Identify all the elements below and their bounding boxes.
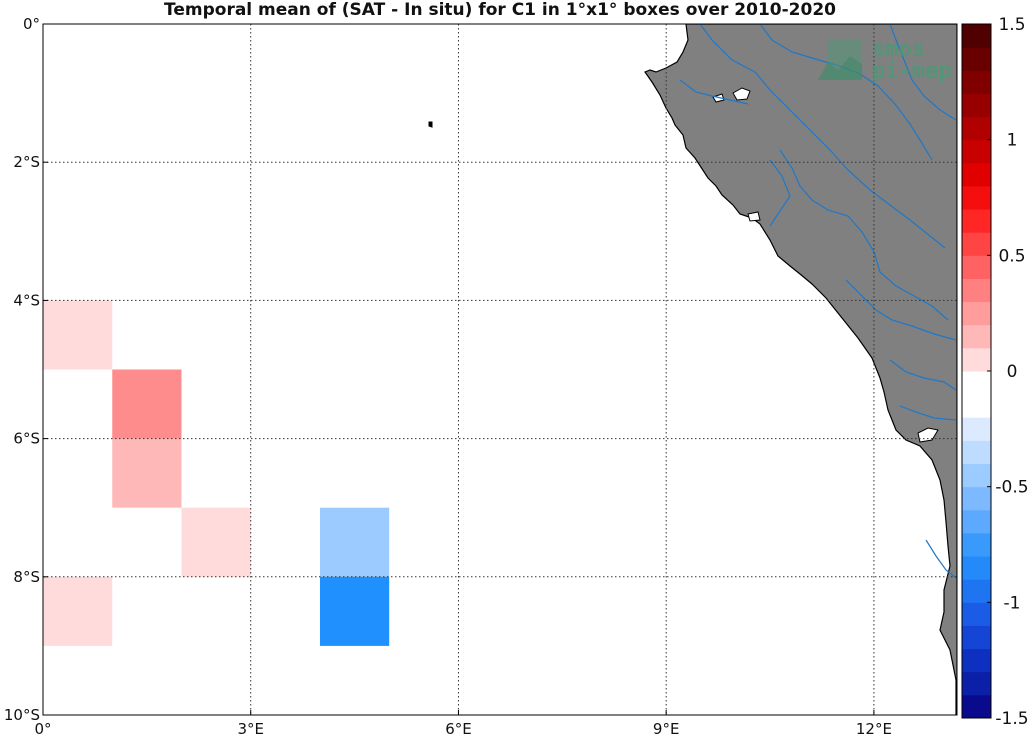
colorbar-tick-label: -1.5: [995, 709, 1028, 729]
colorbar-tick-label: 1.5: [998, 15, 1025, 35]
colorbar-segment: [962, 347, 991, 372]
colorbar-segment: [962, 440, 991, 465]
colorbar-tick-label: 1: [1007, 131, 1018, 151]
colorbar-tick-label: -1: [1004, 593, 1021, 613]
lon-tick-label: 12°E: [856, 720, 892, 738]
lat-tick-label: 4°S: [13, 291, 40, 309]
data-box: [319, 507, 390, 577]
colorbar-segment: [962, 232, 991, 256]
lon-tick-label: 3°E: [237, 720, 264, 738]
data-boxes: [43, 300, 390, 646]
colorbar-segment: [962, 486, 991, 511]
colorbar-tick-label: 0.5: [998, 246, 1025, 266]
colorbar-segment: [962, 209, 991, 233]
data-box: [43, 300, 113, 370]
colorbar-segment: [962, 509, 991, 534]
colorbar-segment: [962, 417, 991, 441]
colorbar-segment: [962, 24, 991, 48]
colorbar-segment: [962, 625, 991, 650]
colorbar-segment: [962, 602, 991, 626]
colorbar-segment: [962, 139, 991, 164]
lat-tick-label: 8°S: [13, 568, 40, 586]
smos-pimep-logo: smos pi-mep: [818, 37, 951, 84]
lon-tick-label: 9°E: [653, 720, 680, 738]
colorbar-segment: [962, 255, 991, 279]
island: [428, 121, 433, 128]
colorbar-segment: [962, 579, 991, 603]
lat-tick-label: 0°: [23, 15, 40, 33]
lat-tick-label: 10°S: [4, 706, 40, 724]
colorbar-tick-label: -0.5: [995, 478, 1028, 498]
colorbar-segment: [962, 116, 991, 141]
lon-tick-label: 6°E: [445, 720, 472, 738]
colorbar-segment: [962, 532, 991, 557]
colorbar-tick-label: 0: [1007, 362, 1018, 382]
lat-tick-label: 6°S: [13, 430, 40, 448]
data-box: [181, 507, 251, 577]
data-box: [319, 576, 390, 646]
colorbar-segment: [962, 648, 991, 673]
colorbar-segment: [962, 278, 991, 303]
colorbar-segment: [962, 694, 991, 719]
colorbar-segment: [962, 463, 991, 488]
colorbar-segment: [962, 47, 991, 71]
colorbar-segment: [962, 93, 991, 118]
colorbar-labels: 1.5 1 0.5 0 -0.5 -1 -1.5: [987, 15, 1029, 729]
colorbar-segment: [962, 70, 991, 94]
colorbar-segment: [962, 301, 991, 326]
plot-frame: [42, 23, 958, 716]
colorbar: [962, 24, 991, 719]
data-box: [43, 576, 113, 646]
data-box: [112, 369, 182, 439]
chart-title: Temporal mean of (SAT - In situ) for C1 …: [164, 0, 836, 20]
colorbar-segment: [962, 671, 991, 696]
logo-text-pimep: pi-mep: [872, 59, 951, 84]
colorbar-segment: [962, 324, 991, 349]
colorbar-segment: [962, 394, 991, 418]
logo-text-smos: smos: [872, 37, 925, 62]
colorbar-segment: [962, 371, 991, 395]
island: [732, 87, 751, 101]
island: [747, 211, 761, 222]
longitude-labels: 0° 3°E 6°E 9°E 12°E: [34, 710, 892, 738]
lon-tick-label: 0°: [34, 720, 51, 738]
colorbar-segment: [962, 162, 991, 187]
lat-tick-label: 2°S: [13, 153, 40, 171]
colorbar-segment: [962, 556, 991, 580]
colorbar-segment: [962, 185, 991, 210]
grid-lines: [43, 24, 957, 715]
data-box: [112, 438, 182, 508]
latitude-labels: 0° 2°S 4°S 6°S 8°S 10°S: [4, 15, 48, 724]
